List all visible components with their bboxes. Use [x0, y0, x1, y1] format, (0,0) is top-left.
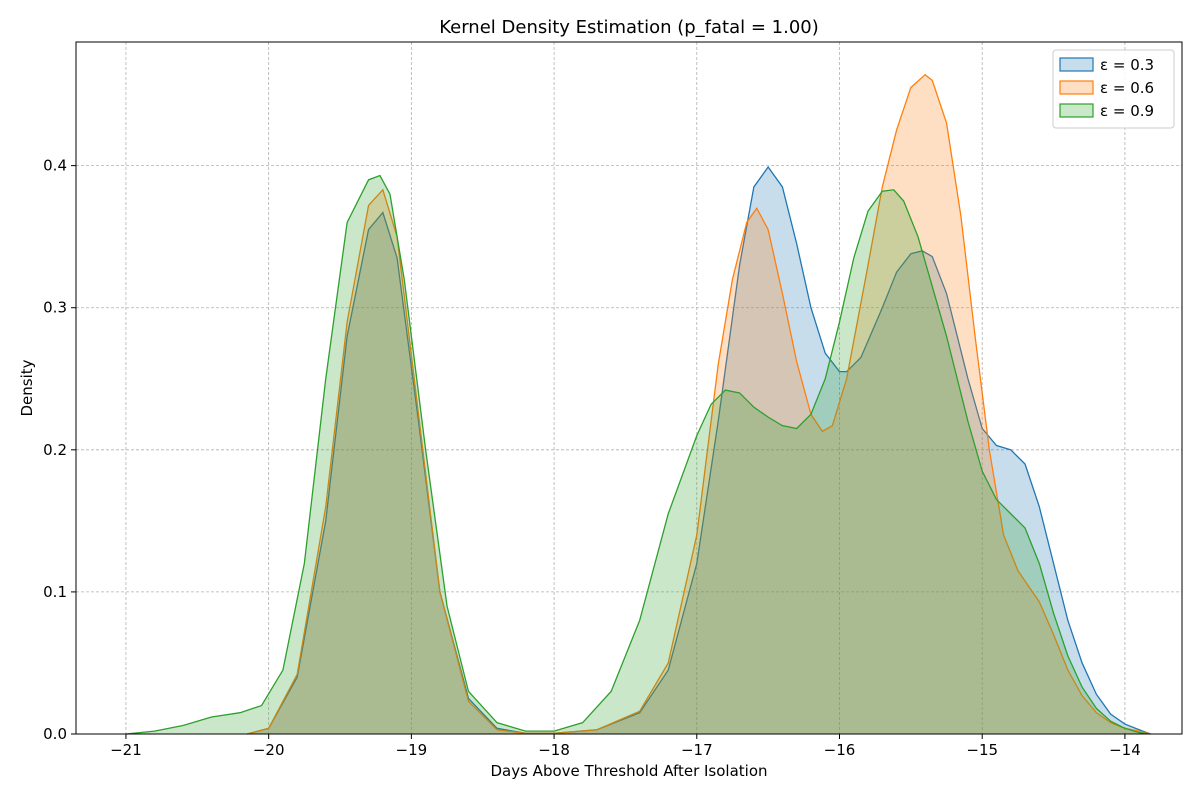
x-tick-label: −21 [110, 741, 142, 759]
legend-box [1052, 49, 1175, 129]
x-tick-label: −17 [681, 741, 713, 759]
series-layer [125, 73, 1151, 735]
series-line-1 [247, 165, 1151, 735]
plot-frame [75, 41, 1183, 735]
y-axis-label: Density [18, 359, 36, 416]
x-tick-label: −14 [1109, 741, 1141, 759]
series-line-2 [247, 73, 1151, 735]
y-tick-label: 0.0 [43, 725, 67, 743]
series-area-3 [125, 175, 1151, 734]
x-tick-label: −16 [824, 741, 856, 759]
legend: ε = 0.3 ε = 0.6 ε = 0.9 [1052, 49, 1175, 129]
legend-swatch-1 [1059, 57, 1094, 72]
series-line-3 [125, 174, 1151, 735]
x-tick-label: −15 [966, 741, 998, 759]
legend-label-2: ε = 0.6 [1100, 79, 1154, 97]
chart-title: Kernel Density Estimation (p_fatal = 1.0… [439, 17, 819, 38]
x-tick-label: −20 [253, 741, 285, 759]
y-tick-label: 0.1 [43, 583, 67, 601]
x-axis-label: Days Above Threshold After Isolation [490, 762, 767, 780]
axis-layer: −21 −20 −19 −18 −17 −16 −15 −14 0.0 0.1 0.2 0.3 0.4 [43, 157, 1141, 759]
legend-swatch-2 [1059, 80, 1094, 95]
series-area-1 [247, 167, 1151, 735]
x-tick-label: −18 [538, 741, 570, 759]
y-tick-label: 0.3 [43, 299, 67, 317]
legend-label-3: ε = 0.9 [1100, 102, 1154, 120]
series-area-2 [247, 74, 1151, 735]
x-tick-label: −19 [396, 741, 428, 759]
y-tick-label: 0.2 [43, 441, 67, 459]
y-tick-label: 0.4 [43, 157, 67, 175]
legend-label-1: ε = 0.3 [1100, 56, 1154, 74]
legend-swatch-3 [1059, 103, 1094, 118]
